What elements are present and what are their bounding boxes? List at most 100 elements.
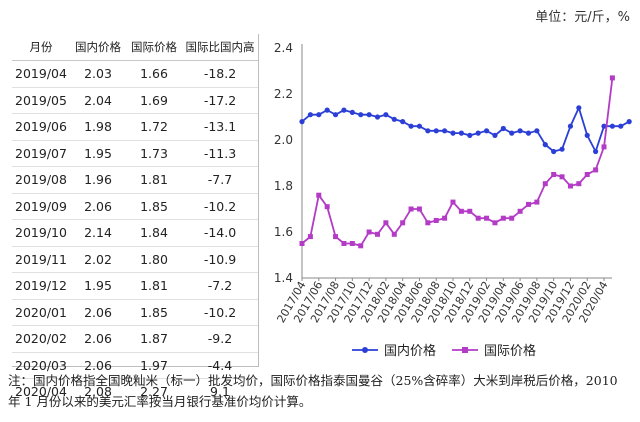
- y-tick-label: 2.0: [274, 133, 293, 147]
- data-point: [383, 112, 389, 118]
- table-row: 2019/06 1.98 1.72 -13.1: [12, 113, 258, 141]
- data-point: [383, 220, 389, 226]
- price-table: 月份 国内价格 国际价格 国际比国内高 2019/04 2.03 1.66 -18.2 201…: [12, 34, 259, 399]
- table-cell: -7.2: [182, 272, 258, 300]
- price-line-chart: 1.41.61.82.02.22.42017/042017/062017/082…: [274, 41, 632, 359]
- data-point: [442, 215, 448, 221]
- table-row: 2019/10 2.14 1.84 -14.0: [12, 219, 258, 247]
- table-cell: 2019/11: [12, 246, 70, 273]
- data-point: [391, 116, 397, 122]
- table-cell: 1.98: [70, 113, 126, 141]
- table-cell: 2019/09: [12, 193, 70, 220]
- data-point: [584, 172, 590, 177]
- data-point: [416, 123, 423, 129]
- data-point: [567, 123, 574, 129]
- data-point: [400, 119, 406, 125]
- table-row: 2019/07 1.95 1.73 -11.3: [12, 140, 258, 167]
- table-body: 2019/04 2.03 1.66 -18.2 2019/05 2.04 1.69 -17.2…: [12, 60, 258, 405]
- data-point: [484, 215, 490, 221]
- table-cell: -18.2: [182, 60, 258, 88]
- data-point: [458, 130, 464, 136]
- y-tick-label: 1.6: [274, 225, 293, 239]
- data-point: [509, 215, 515, 221]
- table-header-cell: 国际价格: [126, 34, 182, 61]
- data-point: [416, 206, 422, 212]
- data-point: [400, 220, 406, 226]
- data-point: [525, 130, 532, 136]
- data-point: [475, 215, 481, 221]
- data-point: [408, 123, 414, 129]
- table-row: 2020/01 2.06 1.85 -10.2: [12, 299, 258, 326]
- data-point: [609, 75, 615, 81]
- table-cell: -14.0: [182, 219, 258, 247]
- data-point: [517, 128, 523, 134]
- table-cell: 1.81: [126, 272, 182, 300]
- data-point: [551, 148, 557, 155]
- table-cell: 1.73: [126, 140, 182, 167]
- data-point: [458, 208, 464, 214]
- data-point: [374, 114, 381, 120]
- table-cell: 1.85: [126, 193, 182, 220]
- table-cell: 2019/07: [12, 140, 70, 167]
- table-cell: -10.2: [182, 193, 258, 220]
- data-point: [551, 172, 557, 177]
- y-tick-label: 1.8: [274, 179, 293, 193]
- data-point: [366, 112, 372, 118]
- data-point: [500, 125, 506, 132]
- table-cell: 2019/05: [12, 87, 70, 114]
- table-header-cell: 月份: [12, 34, 70, 61]
- data-point: [442, 128, 448, 134]
- table-cell: 2019/06: [12, 113, 70, 141]
- data-point: [584, 132, 590, 138]
- data-point: [534, 128, 540, 134]
- table-cell: 2019/12: [12, 272, 70, 300]
- data-point: [601, 144, 607, 150]
- table-cell: 1.97: [126, 352, 182, 379]
- table-cell: 2.06: [70, 299, 126, 326]
- data-point: [358, 112, 364, 118]
- table-cell: 2019/04: [12, 60, 70, 88]
- table-cell: -11.3: [182, 140, 258, 167]
- data-point: [324, 204, 330, 210]
- legend-marker: [462, 347, 468, 353]
- data-point: [601, 123, 607, 129]
- table-cell: 2.04: [70, 87, 126, 114]
- table-cell: 1.72: [126, 113, 182, 141]
- data-point: [299, 119, 305, 125]
- table-cell: 2.03: [70, 60, 126, 88]
- data-point: [526, 201, 531, 207]
- table-cell: -10.2: [182, 299, 258, 326]
- domestic-price-line: [301, 105, 630, 154]
- data-point: [567, 183, 573, 189]
- data-point: [408, 206, 414, 212]
- table-cell: 2020/01: [12, 299, 70, 326]
- data-point: [333, 234, 339, 240]
- data-point: [483, 128, 490, 134]
- data-point: [349, 241, 355, 246]
- data-point: [509, 130, 515, 136]
- table-row: 2019/08 1.96 1.81 -7.7: [12, 166, 258, 194]
- table-cell: -7.7: [182, 166, 258, 194]
- data-point: [349, 109, 355, 115]
- data-point: [307, 112, 313, 118]
- table-row: 2020/02 2.06 1.87 -9.2: [12, 325, 258, 353]
- table-cell: -4.4: [182, 352, 258, 379]
- data-point: [475, 130, 481, 136]
- table-cell: 1.87: [126, 325, 182, 353]
- unit-label: 单位：元/斤，%: [535, 10, 630, 25]
- data-point: [500, 215, 506, 221]
- table-row: 2019/12 1.95 1.81 -7.2: [12, 272, 258, 300]
- table-cell: 1.95: [70, 272, 126, 300]
- legend-marker: [362, 347, 368, 353]
- data-point: [467, 208, 473, 214]
- legend-label: 国内价格: [384, 343, 436, 359]
- table-cell: -13.1: [182, 113, 258, 141]
- table-cell: 1.95: [70, 140, 126, 167]
- data-point: [307, 234, 313, 240]
- table-header-cell: 国际比国内高: [182, 34, 258, 61]
- table-header-cell: 国内价格: [70, 34, 126, 61]
- table-cell: 1.69: [126, 87, 182, 114]
- data-point: [517, 208, 523, 214]
- data-point: [425, 128, 431, 134]
- data-point: [542, 181, 548, 187]
